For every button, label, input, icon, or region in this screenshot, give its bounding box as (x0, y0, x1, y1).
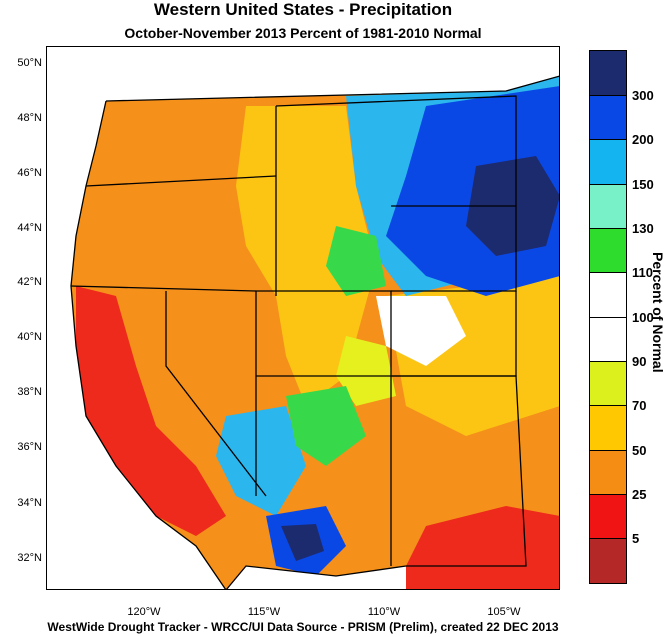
legend-swatch (590, 51, 626, 95)
legend-swatch (590, 95, 626, 139)
lat-label: 34°N (17, 497, 42, 509)
lon-label: 105°W (487, 606, 521, 618)
land-white-patch (376, 296, 466, 366)
lon-label: 110°W (367, 606, 401, 618)
legend-tick-label: 100 (632, 310, 654, 325)
legend-tick-label: 25 (632, 487, 647, 502)
legend-swatch (590, 361, 626, 405)
legend-tick-label: 70 (632, 398, 647, 413)
legend-swatch (590, 494, 626, 538)
land-yellow-orange-region (236, 106, 376, 406)
lat-label: 42°N (17, 276, 42, 288)
border-nv-ca (165, 291, 267, 497)
legend-tick-label: 300 (632, 88, 654, 103)
lat-label: 46°N (17, 167, 42, 179)
legend-swatch (590, 184, 626, 228)
land-sw-green (286, 386, 366, 466)
legend-colorbar (589, 50, 627, 584)
legend-swatch (590, 450, 626, 494)
border-nm (391, 375, 527, 567)
land-california-red (76, 286, 226, 536)
legend-swatch (590, 317, 626, 361)
legend-tick-label: 90 (632, 354, 647, 369)
lat-label: 50°N (17, 57, 42, 69)
border-mt (275, 95, 517, 206)
border-wa-or (85, 175, 277, 187)
legend-swatch (590, 405, 626, 450)
canada (106, 46, 560, 101)
border-ut (256, 290, 392, 377)
legend-swatch (590, 272, 626, 317)
lat-label: 38°N (17, 386, 42, 398)
chart-subtitle: October-November 2013 Percent of 1981-20… (124, 25, 482, 41)
legend-swatch (590, 139, 626, 184)
legend-tick-label: 5 (632, 531, 640, 546)
lat-label: 48°N (17, 112, 42, 124)
lat-label: 36°N (17, 441, 42, 453)
legend-tick-label: 130 (632, 221, 654, 236)
land-yellow-patch (336, 336, 396, 406)
mexico (226, 566, 406, 590)
lat-label: 44°N (17, 222, 42, 234)
land-sw-light-blue (216, 406, 306, 516)
legend-tick-label: 50 (632, 443, 647, 458)
land-arizona-darkblue (281, 524, 324, 561)
legend-swatch (590, 538, 626, 583)
ocean (46, 46, 226, 590)
land-nm-red (406, 506, 560, 590)
border-mexico (225, 565, 407, 590)
legend-tick-label: 150 (632, 177, 654, 192)
border-or-ca (70, 285, 257, 292)
lat-label: 40°N (17, 331, 42, 343)
chart-title: Western United States - Precipitation (153, 0, 453, 19)
precipitation-map (46, 46, 560, 590)
footer-credit: WestWide Drought Tracker - WRCC/UI Data … (47, 620, 559, 634)
border-wy (391, 205, 517, 292)
coastline (70, 100, 227, 590)
land-green-patch (326, 226, 386, 296)
border-canada (105, 75, 560, 102)
legend-swatch (590, 228, 626, 272)
lat-label: 32°N (17, 552, 42, 564)
legend-tick-label: 200 (632, 132, 654, 147)
legend-title: Percent of Normal (650, 252, 666, 373)
lon-label: 120°W (127, 606, 161, 618)
legend-tick-label: 110 (632, 265, 653, 280)
lon-label: 115°W (247, 606, 281, 618)
